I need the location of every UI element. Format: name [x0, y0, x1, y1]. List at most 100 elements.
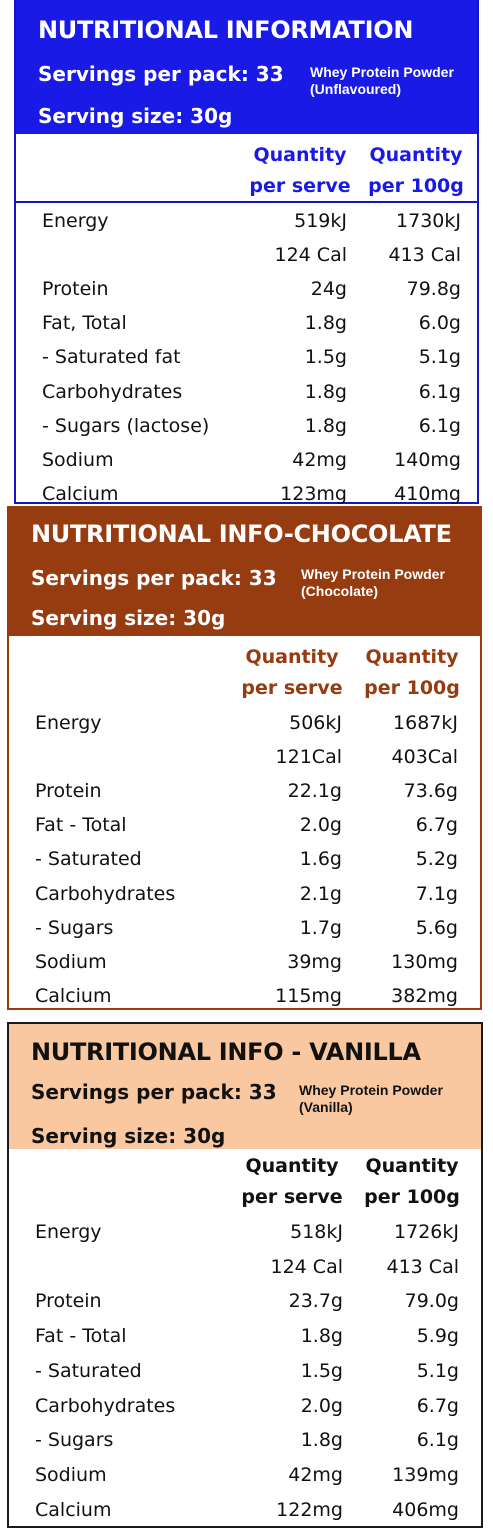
value-per-100g: 130mg — [391, 950, 458, 973]
nutrient-name: Protein — [42, 278, 109, 301]
value-per-100g: 6.1g — [418, 380, 461, 403]
value-per-100g: 6.1g — [416, 1429, 459, 1452]
serving-size: Serving size: 30g — [31, 1124, 226, 1148]
value-per-serve: 1.8g — [300, 1429, 343, 1452]
value-per-serve: 506kJ — [289, 712, 342, 734]
panel-title: NUTRITIONAL INFO-CHOCOLATE — [31, 520, 452, 548]
column-header-line1: Quantity — [365, 646, 459, 668]
nutrient-name: Fat - Total — [35, 814, 127, 837]
product-name-line1: Whey Protein Powder — [310, 64, 454, 80]
column-header-line2: per serve — [241, 1186, 343, 1208]
value-per-100g: 413 Cal — [388, 244, 462, 267]
nutrition-panel-unflavoured: NUTRITIONAL INFORMATION Servings per pac… — [14, 0, 479, 505]
value-per-100g: 403Cal — [391, 746, 458, 769]
column-header-per-100g: Quantity per 100g — [359, 1151, 465, 1213]
value-per-serve: 1.8g — [304, 414, 347, 437]
nutrient-name: - Saturated — [35, 1359, 142, 1382]
product-name-line1: Whey Protein Powder — [301, 566, 445, 582]
value-per-serve: 115mg — [275, 984, 342, 1007]
value-per-serve: 1.5g — [300, 1359, 343, 1382]
value-per-100g: 5.1g — [416, 1359, 459, 1382]
value-per-100g: 6.0g — [418, 312, 461, 335]
value-per-serve: 42mg — [288, 1463, 343, 1486]
nutrient-name: - Sugars — [35, 916, 114, 939]
value-per-100g: 7.1g — [415, 882, 458, 905]
nutrient-name: Sodium — [35, 1463, 107, 1486]
value-per-100g: 79.0g — [404, 1290, 459, 1313]
value-per-100g: 139mg — [392, 1463, 459, 1486]
column-header-line1: Quantity — [245, 1155, 339, 1177]
column-header-line1: Quantity — [365, 1155, 459, 1177]
value-per-serve: 2.0g — [299, 814, 342, 837]
product-name-line2: (Vanilla) — [299, 1099, 353, 1115]
column-header-line2: per serve — [249, 175, 351, 197]
value-per-100g: 1726kJ — [394, 1221, 459, 1243]
value-per-serve: 23.7g — [288, 1290, 343, 1313]
panel-header: NUTRITIONAL INFORMATION Servings per pac… — [16, 0, 477, 134]
value-per-100g: 79.8g — [406, 278, 461, 301]
product-name: Whey Protein Powder (Vanilla) — [299, 1082, 443, 1116]
panel-title: NUTRITIONAL INFO - VANILLA — [31, 1038, 421, 1066]
product-name: Whey Protein Powder (Chocolate) — [301, 566, 445, 600]
column-header-line2: per 100g — [364, 1186, 460, 1208]
nutrient-name: Protein — [35, 1290, 102, 1313]
column-header-line2: per 100g — [368, 175, 464, 197]
value-per-serve: 2.1g — [299, 882, 342, 905]
nutrient-name: - Saturated fat — [42, 346, 181, 369]
value-per-100g: 140mg — [394, 448, 461, 471]
value-per-serve: 121Cal — [275, 746, 342, 769]
serving-size: Serving size: 30g — [31, 606, 226, 630]
value-per-100g: 5.9g — [416, 1325, 459, 1348]
panel-header: NUTRITIONAL INFO - VANILLA Servings per … — [9, 1024, 481, 1149]
panel-body: Quantity per serve Quantity per 100g Ene… — [9, 636, 480, 1008]
column-header-line1: Quantity — [253, 144, 347, 166]
value-per-serve: 1.7g — [299, 916, 342, 939]
value-per-100g: 6.7g — [416, 1394, 459, 1417]
column-header-per-serve: Quantity per serve — [239, 642, 345, 704]
nutrient-name: - Saturated — [35, 848, 142, 871]
column-header-line1: Quantity — [369, 144, 463, 166]
value-per-serve: 22.1g — [287, 780, 342, 803]
nutrient-name: Fat, Total — [42, 312, 127, 335]
value-per-serve: 518kJ — [290, 1221, 343, 1243]
product-name-line2: (Chocolate) — [301, 583, 378, 599]
value-per-100g: 5.6g — [415, 916, 458, 939]
product-name-line1: Whey Protein Powder — [299, 1082, 443, 1098]
value-per-serve: 1.8g — [300, 1325, 343, 1348]
value-per-serve: 1.8g — [304, 380, 347, 403]
column-header-per-serve: Quantity per serve — [239, 1151, 345, 1213]
column-header-per-100g: Quantity per 100g — [359, 642, 465, 704]
nutrient-name: - Sugars (lactose) — [42, 414, 210, 437]
column-header-line1: Quantity — [245, 646, 339, 668]
nutrient-name: Energy — [35, 1221, 102, 1243]
value-per-serve: 42mg — [292, 448, 347, 471]
nutrition-panel-chocolate: NUTRITIONAL INFO-CHOCOLATE Servings per … — [7, 506, 482, 1010]
nutrient-name: - Sugars — [35, 1429, 114, 1452]
value-per-serve: 2.0g — [300, 1394, 343, 1417]
value-per-serve: 124 Cal — [270, 1255, 344, 1278]
value-per-100g: 406mg — [392, 1498, 459, 1521]
nutrient-name: Energy — [42, 210, 109, 232]
nutrient-name: Energy — [35, 712, 102, 734]
nutrient-name: Calcium — [35, 1498, 112, 1521]
value-per-100g: 1687kJ — [393, 712, 458, 734]
value-per-serve: 1.6g — [299, 848, 342, 871]
nutrient-name: Calcium — [42, 482, 119, 505]
value-per-100g: 1730kJ — [396, 210, 461, 232]
value-per-serve: 1.8g — [304, 312, 347, 335]
value-per-100g: 6.7g — [415, 814, 458, 837]
product-name: Whey Protein Powder (Unflavoured) — [310, 64, 454, 98]
value-per-100g: 73.6g — [403, 780, 458, 803]
panel-title: NUTRITIONAL INFORMATION — [38, 16, 414, 44]
value-per-100g: 5.1g — [418, 346, 461, 369]
panel-body: Quantity per serve Quantity per 100g Ene… — [16, 134, 477, 505]
servings-per-pack: Servings per pack: 33 — [38, 62, 284, 86]
nutrient-name: Protein — [35, 780, 102, 803]
column-header-line2: per serve — [241, 677, 343, 699]
header-divider — [16, 201, 477, 203]
nutrition-panel-vanilla: NUTRITIONAL INFO - VANILLA Servings per … — [7, 1022, 483, 1528]
value-per-serve: 519kJ — [294, 210, 347, 232]
nutrient-name: Calcium — [35, 984, 112, 1007]
nutrient-name: Fat - Total — [35, 1325, 127, 1348]
value-per-serve: 39mg — [287, 950, 342, 973]
